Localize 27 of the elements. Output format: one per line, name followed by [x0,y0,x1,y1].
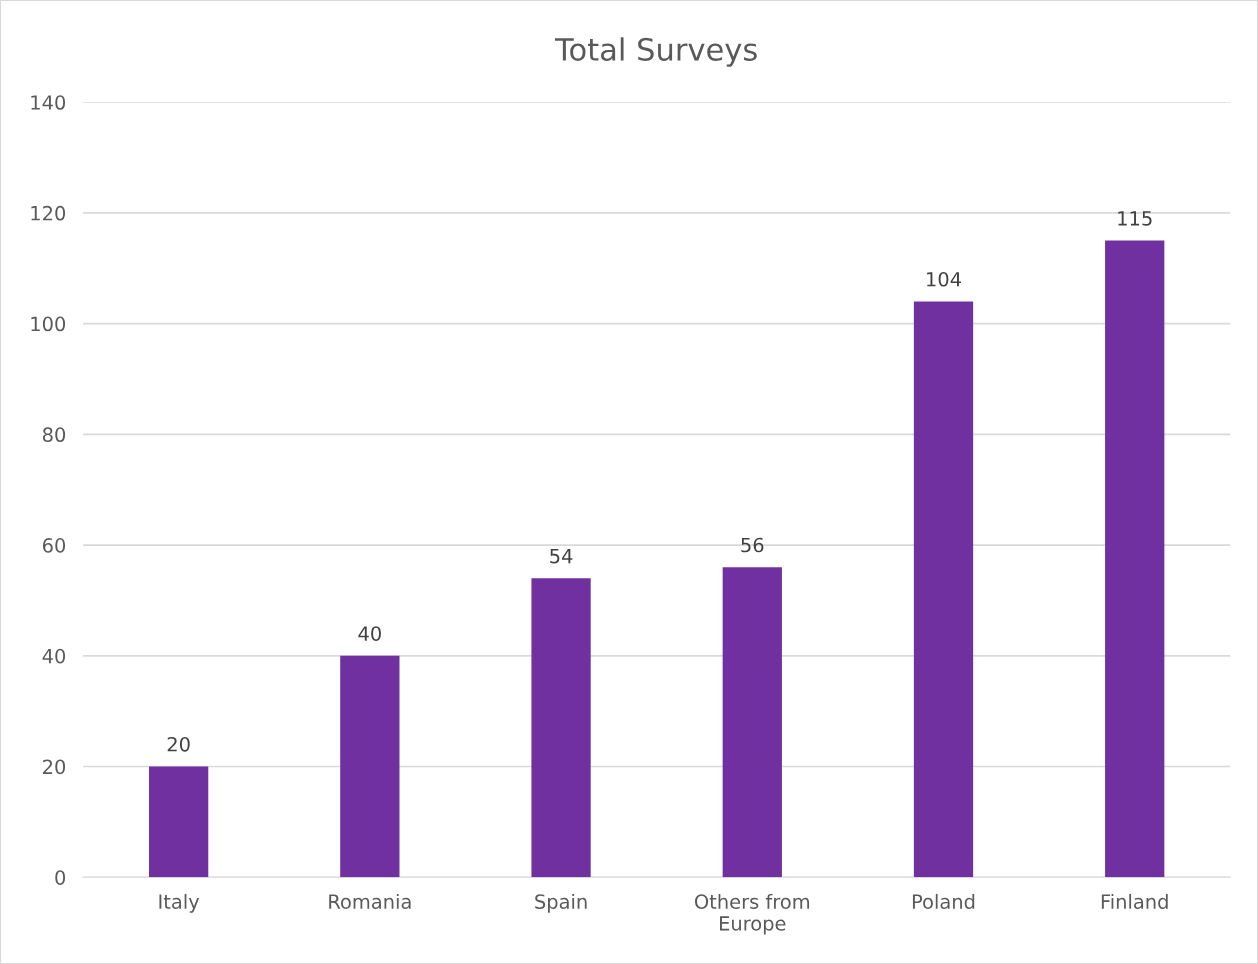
x-tick-label: Italy [159,893,200,913]
bar [340,655,400,878]
data-label: 40 [358,626,381,641]
chart-title: Total Surveys [554,37,757,67]
bar [722,567,782,878]
y-tick-label: 80 [42,427,66,443]
y-tick-label: 120 [31,205,66,221]
data-label: 20 [167,736,190,752]
x-tick-label: Finland [1101,893,1168,909]
y-tick-label: 140 [31,95,66,110]
data-label: 54 [550,548,573,564]
y-tick-label: 100 [31,316,66,332]
x-tick-label: Others from Europe [695,893,810,935]
x-tick-label: Romania [329,893,411,909]
y-tick-label: 0 [55,870,66,885]
x-tick-label: Poland [912,893,975,909]
y-tick-label: 60 [42,538,66,553]
y-tick-label: 20 [43,759,66,775]
bar [1105,240,1165,878]
x-tick-label: Spain [535,893,587,913]
bar [149,766,209,878]
data-label: 56 [741,537,764,553]
y-tick-label: 40 [42,648,66,664]
data-label: 104 [927,271,961,287]
bar [913,301,974,878]
bar [531,578,591,878]
data-label: 115 [1118,211,1152,226]
